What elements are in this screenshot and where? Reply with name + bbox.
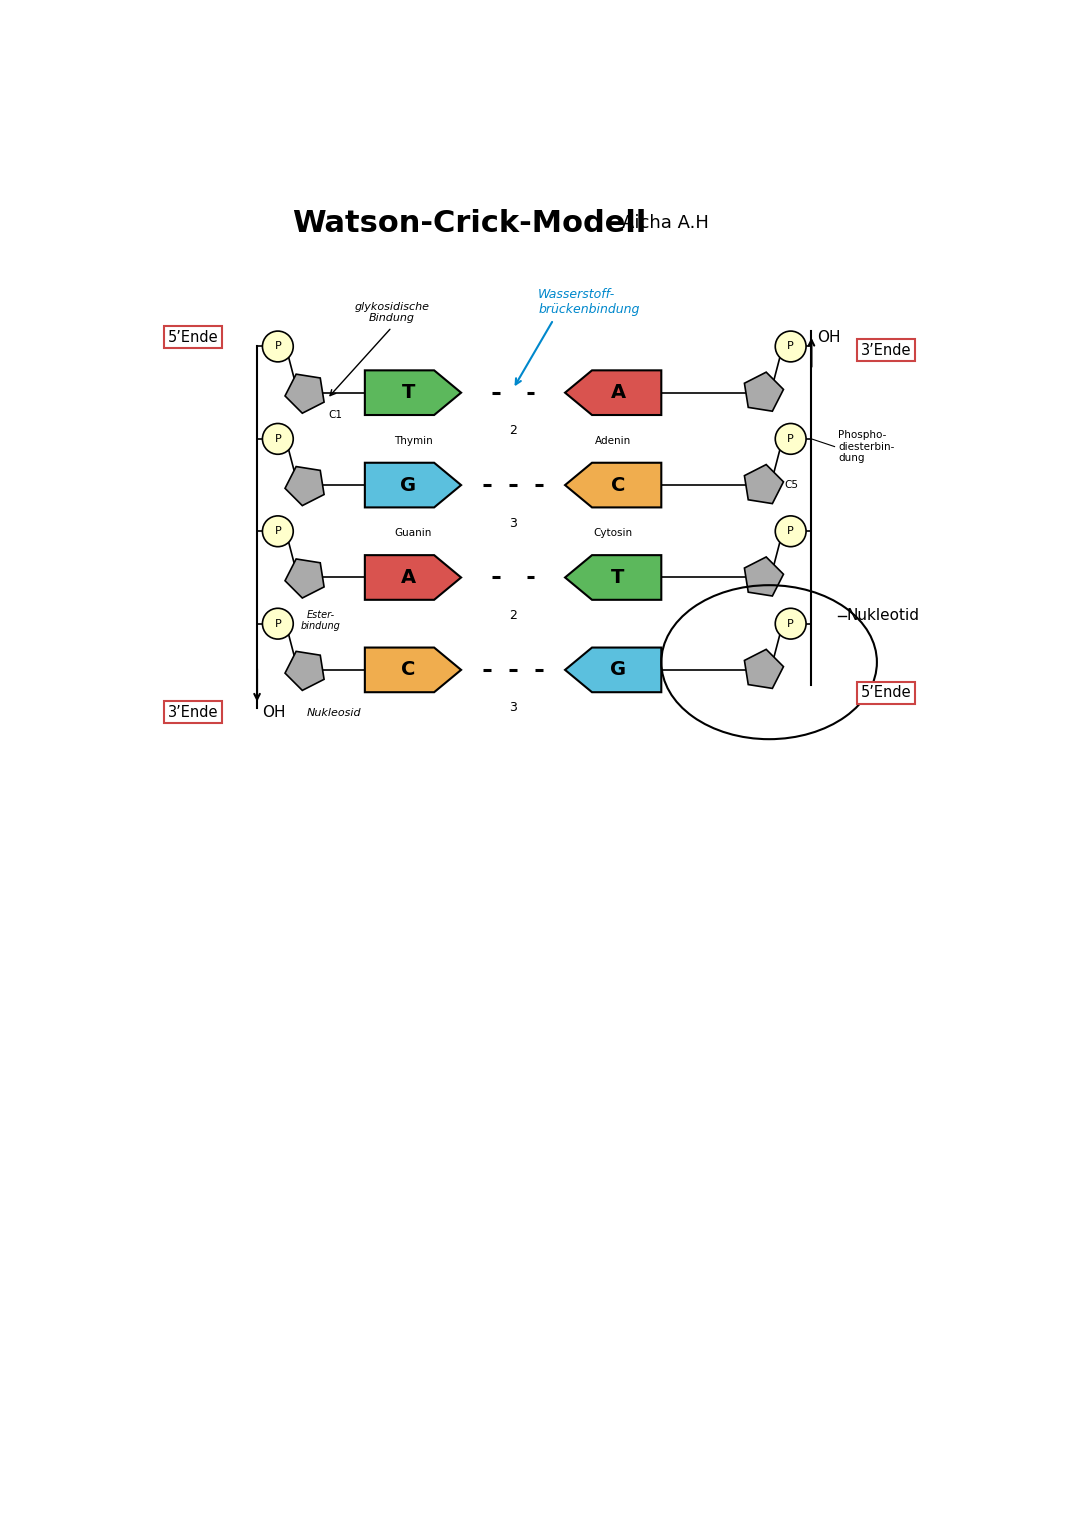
Polygon shape — [565, 647, 661, 692]
Circle shape — [262, 608, 294, 640]
Polygon shape — [365, 463, 461, 507]
Text: G: G — [400, 475, 416, 495]
Polygon shape — [365, 647, 461, 692]
Text: 5’Ende: 5’Ende — [167, 330, 218, 345]
Text: G: G — [610, 660, 626, 680]
Text: P: P — [274, 527, 281, 536]
Polygon shape — [744, 649, 783, 689]
Text: A: A — [401, 568, 416, 586]
Text: Thymin: Thymin — [393, 435, 432, 446]
Polygon shape — [565, 556, 661, 600]
Text: Phospho-
diesterbin-
dung: Phospho- diesterbin- dung — [838, 431, 894, 463]
Polygon shape — [285, 559, 324, 599]
Text: 2: 2 — [509, 609, 517, 621]
Polygon shape — [285, 467, 324, 505]
Circle shape — [262, 516, 294, 547]
Text: Watson-Crick-Modell: Watson-Crick-Modell — [292, 209, 646, 238]
Text: 5’Ende: 5’Ende — [861, 686, 912, 701]
Text: glykosidische
Bindung: glykosidische Bindung — [354, 302, 429, 324]
Text: C1: C1 — [328, 409, 342, 420]
Text: 3’Ende: 3’Ende — [167, 705, 218, 719]
Text: T: T — [611, 568, 624, 586]
Text: P: P — [274, 618, 281, 629]
Text: 3: 3 — [509, 701, 517, 715]
Text: Adenin: Adenin — [595, 435, 632, 446]
Text: Aicha A.H: Aicha A.H — [622, 214, 708, 232]
Text: 3: 3 — [509, 516, 517, 530]
Polygon shape — [565, 371, 661, 415]
Text: Wasserstoff-
brückenbindung: Wasserstoff- brückenbindung — [538, 287, 639, 316]
Text: C: C — [401, 660, 416, 680]
Text: OH: OH — [262, 705, 286, 719]
Circle shape — [262, 331, 294, 362]
Text: A: A — [610, 383, 625, 402]
Circle shape — [775, 516, 806, 547]
Text: C5: C5 — [784, 479, 798, 490]
Text: Nukleotid: Nukleotid — [846, 608, 919, 623]
Text: Guanin: Guanin — [394, 528, 432, 538]
Text: Nukleosid: Nukleosid — [307, 709, 362, 718]
Text: P: P — [274, 342, 281, 351]
Polygon shape — [285, 652, 324, 690]
Text: P: P — [787, 434, 794, 444]
Circle shape — [775, 423, 806, 454]
Circle shape — [775, 331, 806, 362]
Text: 3’Ende: 3’Ende — [861, 344, 912, 357]
Text: P: P — [787, 618, 794, 629]
Text: P: P — [787, 527, 794, 536]
Polygon shape — [744, 557, 783, 596]
Text: Cytosin: Cytosin — [594, 528, 633, 538]
Text: C: C — [611, 475, 625, 495]
Text: 2: 2 — [509, 425, 517, 437]
Circle shape — [775, 608, 806, 640]
Text: Ester-
bindung: Ester- bindung — [301, 609, 341, 631]
Polygon shape — [365, 371, 461, 415]
Text: P: P — [274, 434, 281, 444]
Text: T: T — [402, 383, 415, 402]
Polygon shape — [285, 374, 324, 414]
Text: OH: OH — [816, 330, 840, 345]
Polygon shape — [744, 373, 783, 411]
Polygon shape — [565, 463, 661, 507]
Circle shape — [262, 423, 294, 454]
Polygon shape — [744, 464, 783, 504]
Text: P: P — [787, 342, 794, 351]
Polygon shape — [365, 556, 461, 600]
